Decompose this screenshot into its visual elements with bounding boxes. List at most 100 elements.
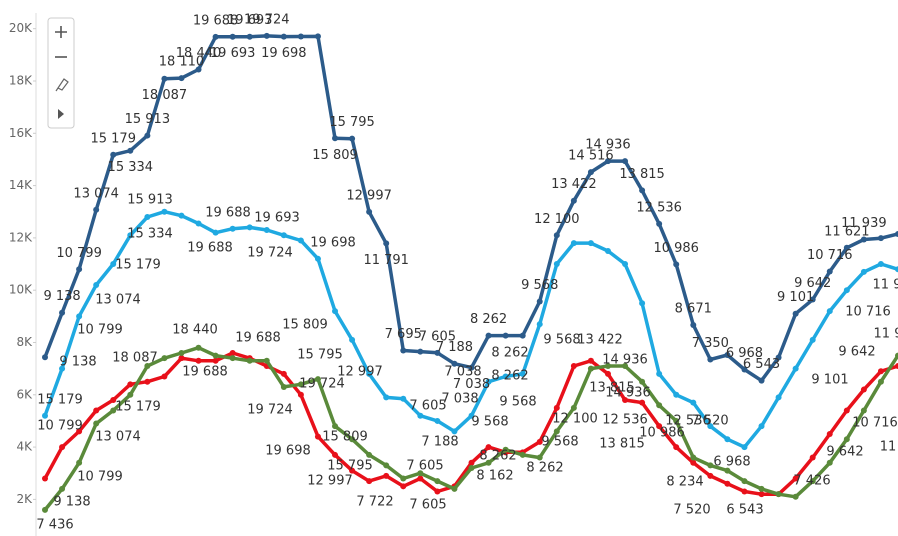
data-label: 19 724 [244,12,290,27]
data-point [127,381,134,388]
data-point [656,220,663,227]
annotation: 6 543 [726,503,763,518]
data-point [59,309,66,316]
data-point [587,240,594,247]
data-point [536,438,543,445]
data-point [178,75,185,82]
data-point [741,444,748,451]
data-point [332,451,339,458]
data-label: 15 809 [312,148,358,163]
data-point [366,370,373,377]
data-point [212,33,219,40]
data-point [877,261,884,268]
y-tick-label: 20K [9,21,33,35]
data-point [76,428,83,435]
data-point [587,169,594,176]
data-point [468,465,475,472]
data-point [468,364,475,371]
data-point [451,485,458,492]
annotation: 19 693 [254,211,300,226]
data-point [76,459,83,466]
data-point [263,227,270,234]
data-point [280,33,287,40]
annotation: 15 809 [282,318,328,333]
data-point [366,451,373,458]
data-point [400,475,407,482]
annotation: 12 536 [602,413,648,428]
data-point [195,66,202,73]
data-point [434,488,441,495]
annotation: 19 688 [205,206,251,221]
data-point [42,475,48,482]
zoom-in-icon[interactable] [55,26,67,38]
data-point [400,483,407,490]
data-point [707,472,714,479]
data-point [246,33,253,40]
play-icon[interactable] [58,109,64,119]
data-point [895,363,898,370]
data-point [468,459,475,466]
data-point [297,391,304,398]
data-point [127,232,134,239]
data-point [843,244,850,251]
data-point [877,368,884,375]
data-point [553,232,560,239]
y-tick-label: 2K [16,492,33,506]
data-point [587,365,594,372]
data-point [314,255,321,262]
pin-icon[interactable] [55,78,69,92]
data-point [178,212,185,219]
data-point [809,296,816,303]
data-point [775,394,782,401]
data-point [314,433,321,440]
data-point [212,229,219,236]
data-point [775,354,782,361]
data-point [417,348,424,355]
data-point [622,158,629,165]
data-point [417,412,424,419]
data-label: 18 087 [142,88,188,103]
data-point [724,352,731,359]
data-point [485,378,492,385]
data-point [178,355,185,362]
annotation: 15 179 [37,393,83,408]
data-point [161,208,168,215]
data-point [110,397,117,404]
data-point [212,352,219,359]
data-label: 9 138 [43,289,80,304]
y-tick-label: 14K [9,178,33,192]
data-point [246,357,253,364]
data-label: 18 110 [159,55,205,70]
data-point [741,478,748,485]
data-point [843,407,850,414]
data-point [349,135,356,142]
annotation: 19 724 [247,403,293,418]
data-point [570,363,577,370]
data-point [42,412,48,419]
annotation: 9 568 [471,415,508,430]
annotation: 19 688 [235,331,281,346]
data-point [280,383,287,390]
data-point [366,208,373,215]
annotation: 8 162 [476,469,513,484]
data-point [724,467,731,474]
data-point [332,423,339,430]
data-point [212,357,219,364]
data-point [809,478,816,485]
data-point [860,236,867,243]
data-label: 9 101 [777,290,814,305]
data-point [877,235,884,242]
data-point [826,459,833,466]
data-point [297,237,304,244]
data-point [519,451,526,458]
data-point [502,446,509,453]
toolbar[interactable] [47,17,75,129]
data-point [860,268,867,275]
annotation: 13 422 [577,333,623,348]
data-point [332,308,339,315]
data-label: 9 568 [521,278,558,293]
annotation: 13 815 [589,381,635,396]
data-label: 19 693 [210,46,256,61]
data-point [59,444,66,451]
data-label: 8 262 [470,312,507,327]
